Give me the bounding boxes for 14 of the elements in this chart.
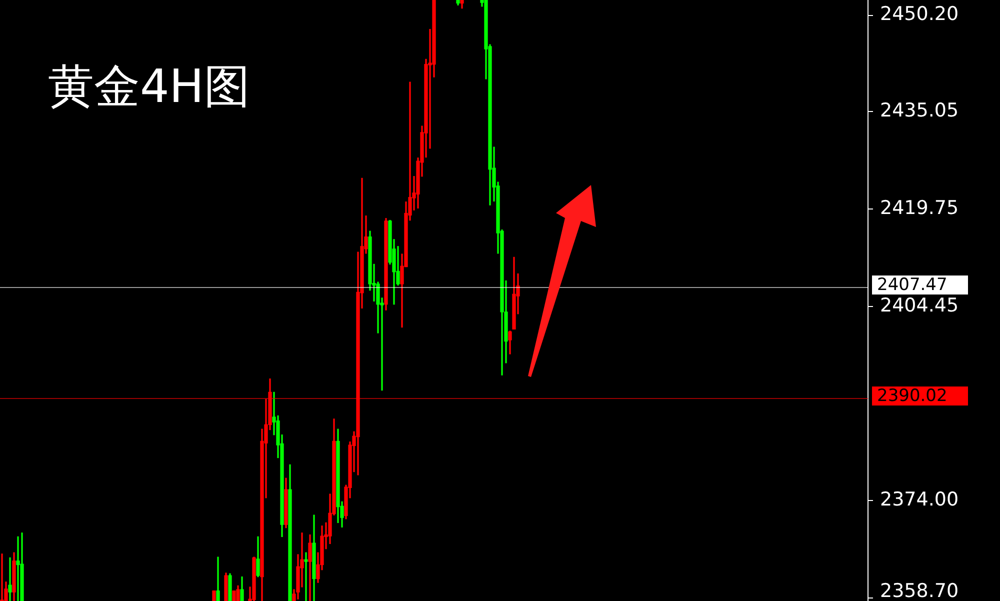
y-tick-label: 2450.20 bbox=[880, 3, 959, 26]
ref-line-label: 2407.47 bbox=[877, 274, 948, 295]
y-tick-label: 2358.70 bbox=[880, 580, 959, 601]
candlestick bbox=[16, 536, 20, 601]
candlestick bbox=[216, 556, 220, 601]
ref-line-label: 2390.02 bbox=[877, 386, 948, 406]
y-tick-label: 2374.00 bbox=[880, 488, 959, 510]
y-tick-label: 2435.05 bbox=[880, 100, 959, 122]
text: 黄金4H图 bbox=[48, 58, 250, 115]
candlestick bbox=[0, 554, 4, 601]
y-tick-label: 2419.75 bbox=[880, 197, 959, 220]
y-tick-label: 2404.45 bbox=[880, 294, 959, 316]
candlestick bbox=[8, 557, 12, 601]
candlestick bbox=[304, 552, 308, 601]
